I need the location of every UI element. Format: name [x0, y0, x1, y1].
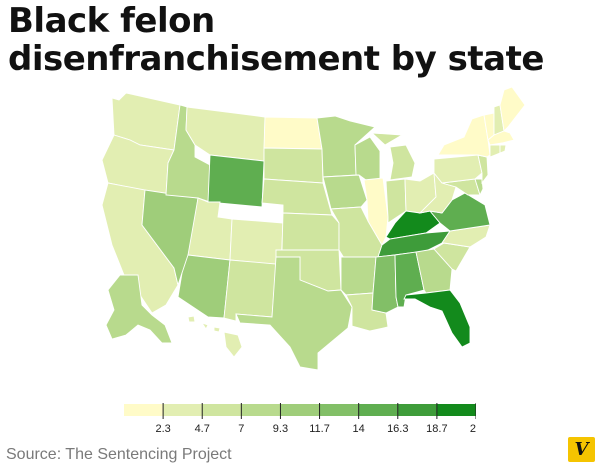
state-ia[interactable] [322, 174, 368, 210]
state-de[interactable] [474, 178, 484, 197]
state-wy[interactable] [207, 154, 265, 208]
state-il[interactable] [363, 177, 389, 246]
state-mt[interactable] [185, 106, 266, 162]
state-ms[interactable] [371, 254, 399, 314]
state-ks[interactable] [281, 212, 340, 251]
legend-tick-label: 18.7 [426, 423, 447, 435]
us-map [90, 85, 530, 371]
legend-swatch [280, 404, 321, 416]
state-ny[interactable] [437, 114, 491, 158]
state-co[interactable] [229, 218, 284, 266]
state-tx[interactable] [235, 256, 353, 371]
legend-tick-label: 4.7 [195, 423, 210, 435]
legend-swatch [163, 404, 203, 416]
legend-swatch [241, 404, 281, 416]
brand-logo-letter: V [574, 439, 589, 460]
legend: 2.3 4.7 7 9.3 11.7 14 16.3 18.7 21 [124, 403, 482, 435]
state-nm[interactable] [223, 259, 277, 322]
legend-swatch [397, 404, 438, 416]
legend-tick-label: 14 [353, 423, 365, 435]
state-mi[interactable] [370, 132, 416, 181]
state-ne[interactable] [261, 178, 333, 216]
state-in[interactable] [385, 178, 407, 224]
state-fl[interactable] [403, 289, 471, 348]
legend-tick-label: 11.7 [309, 423, 330, 435]
page-title: Black felon disenfranchisement by state [8, 1, 544, 79]
state-me[interactable] [499, 86, 526, 132]
state-ar[interactable] [340, 256, 377, 296]
state-pa[interactable] [433, 154, 483, 184]
legend-swatch [436, 404, 477, 416]
state-sd[interactable] [263, 147, 324, 184]
legend-swatch [358, 404, 399, 416]
state-ri[interactable] [499, 144, 507, 154]
state-sc[interactable] [433, 242, 471, 272]
state-ct[interactable] [489, 144, 501, 158]
state-ak[interactable] [105, 274, 173, 344]
source-note: Source: The Sentencing Project [6, 446, 232, 463]
brand-logo[interactable]: V [568, 437, 595, 462]
legend-swatch [202, 404, 242, 416]
legend-tick-label: 21 [470, 423, 476, 435]
state-hi[interactable] [187, 315, 243, 358]
legend-swatch [319, 404, 360, 416]
legend-tick-label: 9.3 [273, 423, 288, 435]
legend-tick-label: 7 [238, 423, 244, 435]
state-az[interactable] [177, 254, 231, 319]
legend-swatch [124, 404, 164, 416]
legend-tick-label: 16.3 [387, 423, 408, 435]
legend-tick-label: 2.3 [155, 423, 170, 435]
state-nd[interactable] [263, 116, 323, 150]
